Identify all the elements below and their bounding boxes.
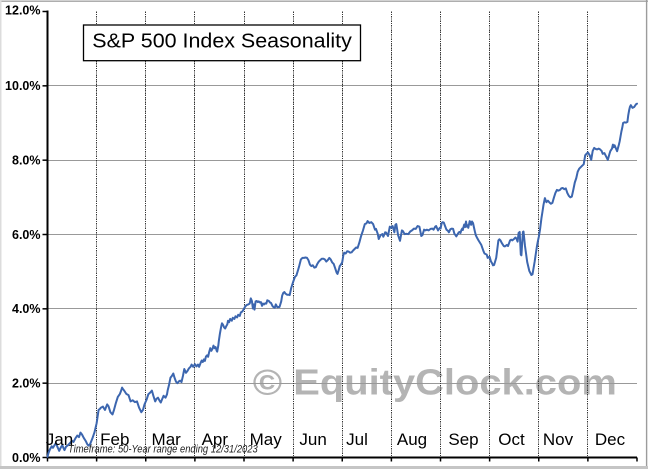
svg-text:S&P 500 Index Seasonality: S&P 500 Index Seasonality [92, 31, 352, 53]
svg-text:4.0%: 4.0% [12, 302, 41, 316]
svg-text:May: May [250, 430, 283, 449]
svg-text:0.0%: 0.0% [12, 451, 41, 465]
svg-text:© EquityClock.com: © EquityClock.com [253, 362, 617, 403]
svg-text:Jun: Jun [299, 430, 326, 449]
svg-text:Apr: Apr [202, 430, 229, 449]
svg-text:12.0%: 12.0% [5, 3, 40, 17]
svg-text:Nov: Nov [543, 430, 574, 449]
svg-text:Sep: Sep [448, 430, 478, 449]
svg-text:Dec: Dec [595, 430, 626, 449]
svg-text:Timeframe: 50-Year range endin: Timeframe: 50-Year range ending 12/31/20… [68, 444, 258, 456]
svg-text:Jul: Jul [346, 430, 368, 449]
svg-text:Feb: Feb [100, 430, 129, 449]
svg-text:6.0%: 6.0% [12, 228, 41, 242]
svg-text:Oct: Oct [498, 430, 525, 449]
svg-text:Jan: Jan [46, 430, 73, 449]
svg-text:Mar: Mar [152, 430, 182, 449]
svg-text:2.0%: 2.0% [12, 377, 41, 391]
svg-text:10.0%: 10.0% [5, 79, 40, 93]
svg-text:8.0%: 8.0% [12, 154, 41, 168]
svg-text:Aug: Aug [397, 430, 427, 449]
